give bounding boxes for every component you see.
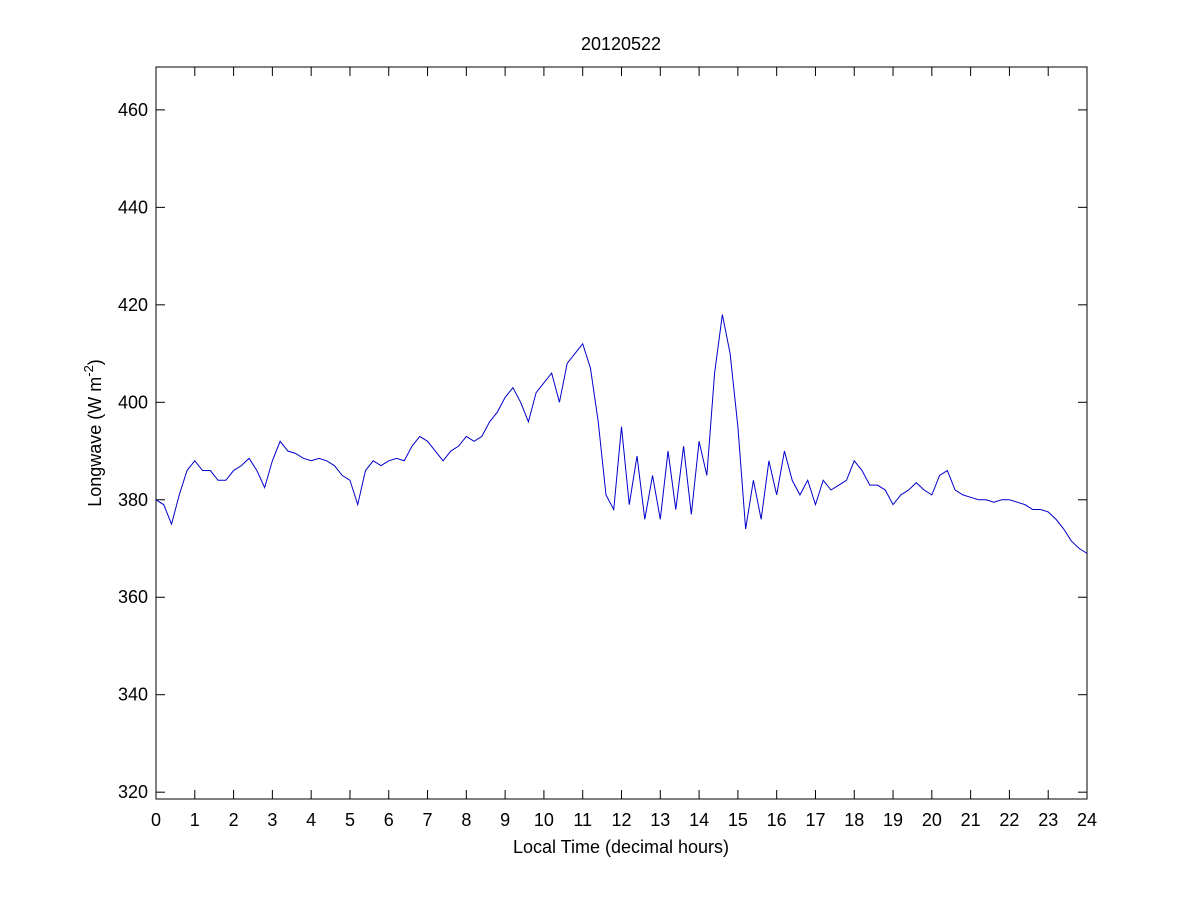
x-tick-label: 6 <box>384 810 394 830</box>
x-tick-label: 9 <box>500 810 510 830</box>
x-tick-label: 10 <box>534 810 554 830</box>
x-tick-label: 5 <box>345 810 355 830</box>
x-tick-label: 19 <box>883 810 903 830</box>
x-tick-label: 0 <box>151 810 161 830</box>
x-tick-label: 21 <box>961 810 981 830</box>
y-tick-label: 400 <box>118 392 148 412</box>
y-tick-label: 340 <box>118 685 148 705</box>
x-tick-label: 24 <box>1077 810 1097 830</box>
data-line <box>155 314 1088 554</box>
y-tick-label: 320 <box>118 782 148 802</box>
x-tick-label: 1 <box>190 810 200 830</box>
chart-title: 20120522 <box>581 34 661 54</box>
x-tick-label: 20 <box>922 810 942 830</box>
y-axis-label-superscript: -2 <box>81 365 96 377</box>
y-tick-label: 420 <box>118 295 148 315</box>
x-tick-label: 18 <box>844 810 864 830</box>
x-axis-label: Local Time (decimal hours) <box>513 837 729 857</box>
x-tick-label: 2 <box>229 810 239 830</box>
y-tick-label: 380 <box>118 490 148 510</box>
x-tick-label: 3 <box>267 810 277 830</box>
x-tick-label: 22 <box>999 810 1019 830</box>
x-tick-label: 14 <box>689 810 709 830</box>
x-tick-label: 8 <box>461 810 471 830</box>
x-tick-label: 17 <box>805 810 825 830</box>
x-tick-label: 13 <box>650 810 670 830</box>
x-tick-label: 23 <box>1038 810 1058 830</box>
x-tick-label: 4 <box>306 810 316 830</box>
y-tick-label: 360 <box>118 587 148 607</box>
x-tick-label: 11 <box>573 810 592 830</box>
y-axis-label-main: Longwave (W m <box>85 377 105 507</box>
y-tick-label: 460 <box>118 100 148 120</box>
y-axis-label: Longwave (W m-2) <box>81 359 105 507</box>
x-tick-label: 12 <box>611 810 631 830</box>
x-tick-label: 15 <box>728 810 748 830</box>
y-tick-label: 440 <box>118 197 148 217</box>
x-tick-label: 7 <box>423 810 433 830</box>
y-axis-label-suffix: ) <box>85 359 105 365</box>
x-tick-label: 16 <box>767 810 787 830</box>
